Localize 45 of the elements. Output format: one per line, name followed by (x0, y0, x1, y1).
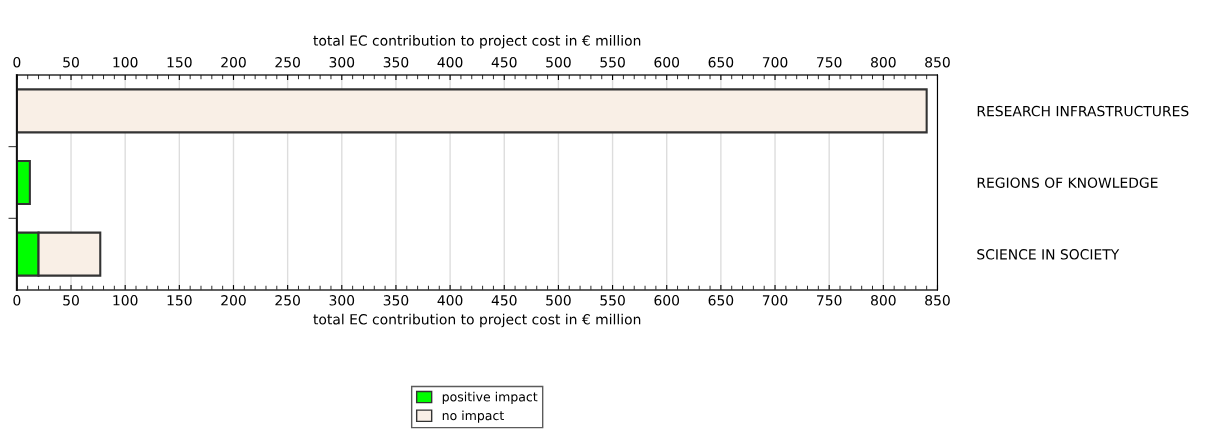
bar (16, 159, 31, 206)
x2-tick-label: 0 (13, 56, 21, 68)
x-tick-label: 400 (437, 295, 463, 306)
x-tick-label: 350 (383, 295, 409, 306)
x2-tick-label: 500 (546, 56, 571, 68)
x2-tick-label: 200 (221, 56, 246, 68)
x-tick-label: 750 (817, 295, 842, 306)
x-tick-label: 50 (63, 295, 79, 306)
x2-tick-label: 400 (437, 56, 463, 68)
legend-label: positive impact (442, 391, 538, 404)
x2-tick-label: 150 (167, 56, 192, 68)
x-tick-label: 100 (113, 295, 138, 306)
x2-tick-label: 700 (762, 56, 788, 68)
x-tick-label: 800 (871, 295, 896, 306)
y-tick-label: SCIENCE IN SOCIETY (977, 249, 1120, 260)
x2-tick-label: 850 (925, 56, 950, 68)
y-tick-label: RESEARCH INFRASTRUCTURES (977, 105, 1189, 117)
x2-tick-label: 50 (63, 56, 79, 68)
x-tick-label: 650 (708, 295, 734, 306)
x-tick-label: 150 (167, 295, 192, 306)
bar (16, 88, 928, 134)
x2-tick-label: 250 (275, 56, 300, 68)
x2-tick-label: 600 (654, 56, 680, 68)
x-tick-label: 0 (13, 295, 21, 306)
x-tick-label: 250 (275, 295, 300, 306)
x2-tick-label: 800 (871, 56, 896, 68)
x-tick-label: 500 (546, 295, 571, 306)
x-tick-label: 450 (491, 295, 517, 306)
x2-tick-label: 350 (383, 56, 409, 68)
x2-tick-label: 300 (329, 56, 355, 68)
y-tick-label: REGIONS OF KNOWLEDGE (977, 177, 1158, 188)
x2-axis-title: total EC contribution to project cost in € million (313, 35, 641, 49)
x2-tick-label: 100 (113, 56, 138, 68)
x-tick-label: 850 (925, 295, 950, 306)
x-axis-title: total EC contribution to project cost in € million (313, 313, 641, 328)
x-tick-label: 550 (600, 295, 625, 306)
x2-tick-label: 750 (817, 56, 842, 68)
legend-label: no impact (442, 410, 504, 423)
x2-tick-label: 650 (708, 56, 734, 68)
x-tick-label: 200 (221, 295, 246, 306)
x2-tick-label: 550 (600, 56, 625, 68)
x2-tick-label: 450 (491, 56, 517, 68)
x-tick-label: 600 (654, 295, 680, 306)
x-tick-label: 300 (329, 295, 355, 306)
x-tick-label: 700 (762, 295, 788, 306)
